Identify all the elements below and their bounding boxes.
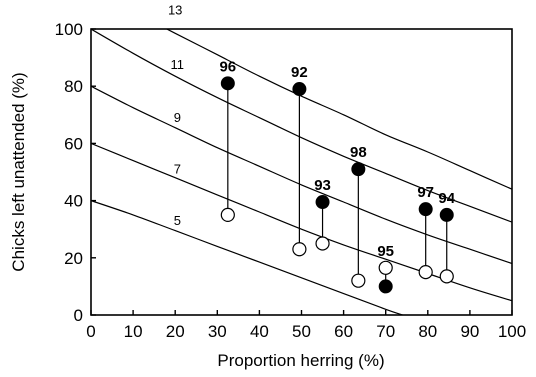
y-tick-label: 0 [74, 306, 83, 325]
x-tick-label: 80 [418, 322, 437, 341]
curve-label: 11 [171, 57, 185, 72]
x-axis-title: Proportion herring (%) [217, 351, 384, 370]
x-tick-label: 50 [292, 322, 311, 341]
filled-point [292, 82, 307, 97]
x-tick-label: 100 [498, 322, 526, 341]
open-point [378, 260, 393, 275]
curve-label: 13 [168, 3, 182, 18]
iso-curve-13 [166, 29, 512, 190]
iso-curve-5 [91, 200, 403, 315]
year-label: 95 [377, 243, 394, 260]
curve-label: 5 [174, 213, 181, 228]
points [220, 76, 454, 294]
x-tick-label: 20 [166, 322, 185, 341]
iso-curve-11 [91, 29, 512, 223]
year-label: 96 [219, 58, 236, 75]
open-point [418, 265, 433, 280]
curve-label: 9 [174, 110, 181, 125]
year-label: 93 [314, 177, 331, 194]
filled-point [220, 76, 235, 91]
x-tick-label: 30 [208, 322, 227, 341]
open-point [292, 242, 307, 257]
filled-point [439, 207, 454, 222]
year-label: 94 [438, 190, 455, 207]
open-point [439, 269, 454, 284]
curve-labels: 5 7 9 11 13 [168, 3, 184, 228]
x-tick-label: 70 [376, 322, 395, 341]
year-label: 92 [291, 64, 308, 81]
x-tick-label: 40 [250, 322, 269, 341]
axes: 0 10 20 30 40 50 60 70 80 90 100 0 20 40 60 80 100 [55, 20, 527, 341]
connectors [227, 89, 448, 280]
y-tick-label: 60 [64, 134, 83, 153]
filled-point [378, 279, 393, 294]
y-tick-label: 20 [64, 249, 83, 268]
year-label: 97 [417, 184, 434, 201]
year-labels: 96 92 93 98 95 97 94 [219, 58, 455, 259]
x-tick-label: 10 [124, 322, 143, 341]
open-point [220, 207, 235, 222]
y-tick-label: 40 [64, 192, 83, 211]
y-tick-label: 80 [64, 77, 83, 96]
year-label: 98 [350, 144, 367, 161]
open-point [351, 273, 366, 288]
filled-point [351, 162, 366, 177]
y-tick-label: 100 [55, 20, 83, 39]
iso-curve-9 [91, 85, 512, 265]
filled-point [418, 202, 433, 217]
x-tick-label: 60 [334, 322, 353, 341]
x-tick-label: 0 [86, 322, 95, 341]
filled-point [315, 195, 330, 210]
x-tick-label: 90 [460, 322, 479, 341]
y-axis-title: Chicks left unattended (%) [9, 72, 28, 271]
open-point [315, 236, 330, 251]
curve-label: 7 [174, 161, 181, 176]
